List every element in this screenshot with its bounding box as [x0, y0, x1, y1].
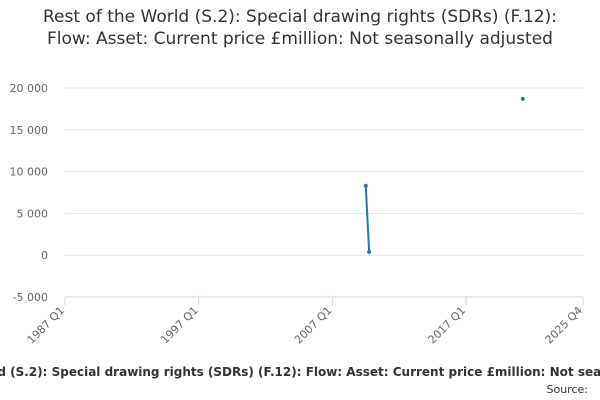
point: [520, 96, 525, 101]
source: Source:: [547, 383, 589, 396]
y-tick-label: 10 000: [10, 166, 49, 179]
y-tick-label: 20 000: [10, 82, 49, 95]
x-tick-label: 2007 Q1: [292, 304, 335, 347]
x-tick-label: 2025 Q4: [543, 304, 586, 347]
x-tick-label: 2017 Q1: [426, 304, 469, 347]
y-tick-label: 5 000: [17, 207, 49, 220]
x-tick-label: 1997 Q1: [158, 304, 201, 347]
legend-entry: Rest of the World (S.2): Special drawing…: [0, 365, 600, 379]
y-tick-label: 15 000: [10, 124, 49, 137]
chart-title: Rest of the World (S.2): Special drawing…: [42, 7, 557, 49]
point: [367, 249, 372, 254]
point: [363, 183, 368, 188]
y-tick-label: -5 000: [13, 291, 48, 304]
y-tick-label: 0: [41, 249, 48, 262]
line: [364, 185, 371, 252]
x-tick-label: 1987 Q1: [25, 304, 68, 347]
